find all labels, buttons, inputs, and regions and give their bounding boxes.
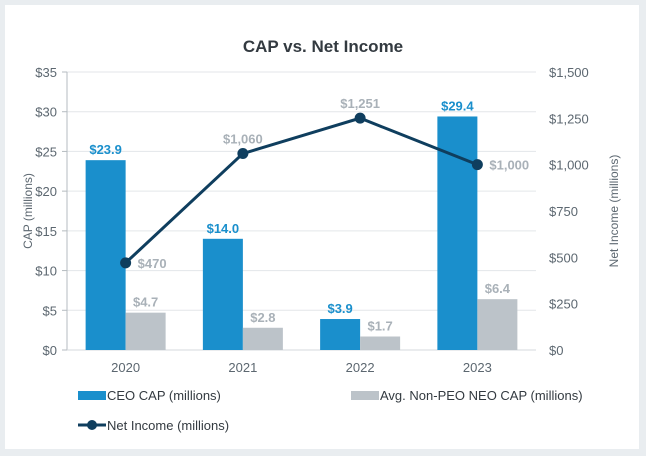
legend-swatch-neo-cap xyxy=(351,391,379,400)
x-tick-label: 2023 xyxy=(463,360,492,375)
bars: $23.9 $4.7 $14.0 $2.8 $3.9 $1.7 $29.4 $6.4 xyxy=(85,98,518,350)
data-label-neo-cap: $1.7 xyxy=(367,318,392,333)
data-label-net-income: $1,251 xyxy=(340,96,380,111)
y-axis-ticks: $0 $5 $10 $15 $20 $25 $30 $35 xyxy=(35,65,67,358)
y2-tick-label: $1,000 xyxy=(549,158,589,173)
net-income-point xyxy=(471,159,483,171)
y2-axis-label: Net Income (millions) xyxy=(607,155,621,268)
bar-ceo-cap xyxy=(85,160,126,350)
x-tick-label: 2020 xyxy=(111,360,140,375)
bar-neo-cap xyxy=(477,299,518,350)
legend-label-net-income[interactable]: Net Income (millions) xyxy=(107,418,229,433)
net-income-point xyxy=(120,257,132,269)
y2-tick-label: $500 xyxy=(549,250,578,265)
bar-neo-cap xyxy=(360,336,401,350)
bar-neo-cap xyxy=(125,312,166,350)
data-label-net-income: $1,000 xyxy=(489,158,529,173)
y-tick-label: $0 xyxy=(43,343,57,358)
legend-marker-net-income xyxy=(87,420,97,430)
x-tick-label: 2022 xyxy=(346,360,375,375)
y2-tick-label: $1,250 xyxy=(549,111,589,126)
net-income-point xyxy=(237,148,249,160)
chart-title: CAP vs. Net Income xyxy=(243,37,403,56)
bar-ceo-cap xyxy=(320,319,361,350)
y-tick-label: $30 xyxy=(35,105,57,120)
net-income-point xyxy=(354,112,366,124)
y-tick-label: $25 xyxy=(35,144,57,159)
net-income-polyline xyxy=(124,116,478,264)
legend-label-neo-cap[interactable]: Avg. Non-PEO NEO CAP (millions) xyxy=(380,388,583,403)
y2-tick-label: $750 xyxy=(549,204,578,219)
y-tick-label: $20 xyxy=(35,184,57,199)
y2-tick-label: $0 xyxy=(549,343,563,358)
y-tick-label: $5 xyxy=(43,303,57,318)
y2-tick-label: $250 xyxy=(549,297,578,312)
data-label-neo-cap: $4.7 xyxy=(133,295,158,310)
legend-swatch-ceo-cap xyxy=(78,391,106,400)
y-axis-label: CAP (millions) xyxy=(21,173,35,249)
data-label-net-income: $470 xyxy=(138,256,167,271)
data-label-ceo-cap: $3.9 xyxy=(327,301,352,316)
y2-axis-ticks: $0 $250 $500 $750 $1,000 $1,250 $1,500 xyxy=(549,65,589,358)
data-label-net-income: $1,060 xyxy=(223,132,263,147)
net-income-line: $470 $1,060 $1,251 $1,000 xyxy=(120,96,529,271)
data-label-ceo-cap: $29.4 xyxy=(441,98,474,113)
y-tick-label: $35 xyxy=(35,65,57,80)
y2-tick-label: $1,500 xyxy=(549,65,589,80)
gridlines xyxy=(67,71,536,311)
legend: CEO CAP (millions) Avg. Non-PEO NEO CAP … xyxy=(78,388,583,433)
y-tick-label: $15 xyxy=(35,224,57,239)
data-label-neo-cap: $6.4 xyxy=(485,281,511,296)
legend-label-ceo-cap[interactable]: CEO CAP (millions) xyxy=(107,388,221,403)
data-label-ceo-cap: $14.0 xyxy=(207,221,240,236)
bar-neo-cap xyxy=(242,327,283,350)
x-tick-label: 2021 xyxy=(228,360,257,375)
data-label-ceo-cap: $23.9 xyxy=(89,142,122,157)
y-tick-label: $10 xyxy=(35,264,57,279)
data-label-neo-cap: $2.8 xyxy=(250,310,275,325)
bar-ceo-cap xyxy=(202,238,243,350)
x-axis-ticks: 2020 2021 2022 2023 xyxy=(111,360,492,375)
